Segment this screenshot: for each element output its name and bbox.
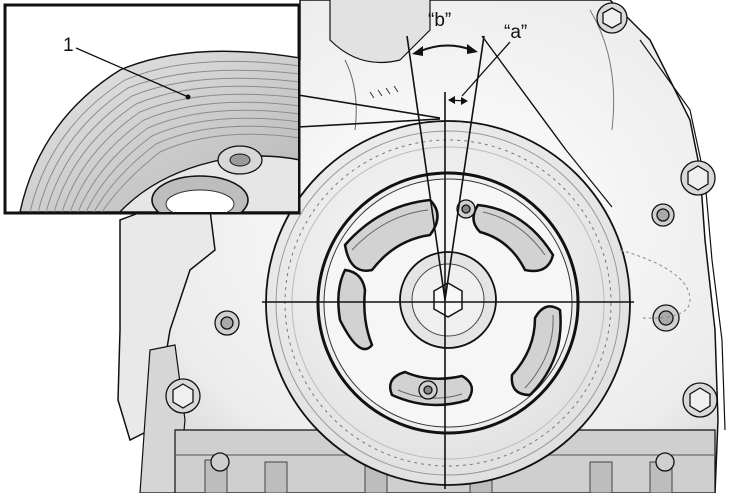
bolt-icon: [165, 378, 201, 414]
angle-b-right-leg: [444, 35, 485, 301]
cover-top-boss: [329, 0, 431, 64]
inset-connector-lines: [297, 94, 441, 128]
cover-small-slots: [369, 85, 399, 99]
pulley-holes: [418, 199, 476, 400]
bolt-icon: [680, 160, 716, 196]
bolt-icon: [596, 2, 628, 34]
reference-lines: [262, 35, 634, 489]
angle-b-left-leg: [406, 35, 446, 301]
bolt-icon: [210, 452, 230, 472]
callout-1-label: 1: [63, 35, 74, 56]
callout-1-leader: [75, 47, 187, 97]
bolt-icon: [214, 310, 240, 336]
pulley-center-bolt-icon: [433, 282, 463, 318]
detail-inset: 1: [3, 3, 301, 215]
cover-dashed-contour: [619, 249, 691, 319]
angle-b-label: “b”: [428, 10, 451, 31]
notch-pointer-line: [481, 35, 567, 151]
cover-right-edge: [639, 39, 726, 431]
angle-a-indicator: “a”: [448, 22, 527, 105]
bolt-icon: [652, 304, 680, 332]
bolt-icon: [682, 382, 718, 418]
timing-notch-mark-icon: [185, 94, 191, 100]
angle-a-arrowhead-icon: [448, 96, 455, 104]
angle-b-indicator: “b”: [412, 10, 478, 56]
crankshaft-pulley: [265, 120, 631, 486]
angle-a-leader: [461, 41, 511, 97]
angle-b-arrowhead-left-icon: [412, 46, 423, 56]
inset-pulley-grooves: [29, 60, 298, 212]
cover-bottom-ribs: [204, 459, 673, 493]
angle-a-label: “a”: [504, 22, 527, 43]
angle-b-arrowhead-right-icon: [467, 44, 478, 54]
bolt-icon: [651, 203, 675, 227]
cover-bolts: [165, 2, 718, 472]
bolt-icon: [655, 452, 675, 472]
